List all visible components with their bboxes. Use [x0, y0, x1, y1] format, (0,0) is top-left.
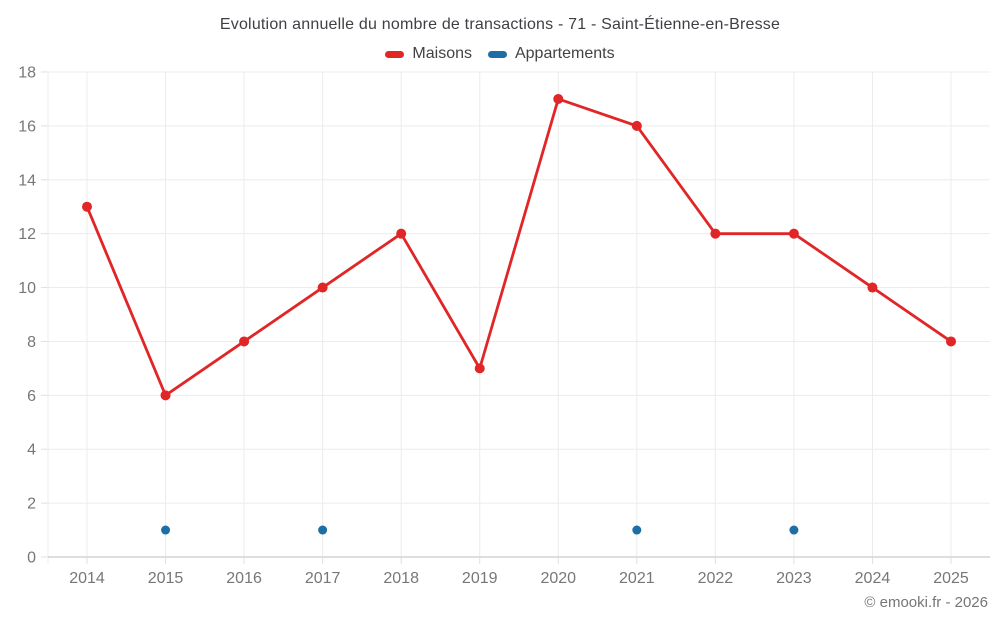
y-axis-label: 16 — [18, 118, 36, 135]
y-axis-label: 14 — [18, 172, 36, 189]
y-axis-label: 2 — [27, 496, 36, 513]
y-axis-label: 4 — [27, 442, 36, 459]
chart-title: Evolution annuelle du nombre de transact… — [219, 16, 781, 33]
maisons-point[interactable] — [867, 282, 878, 293]
appartements-point[interactable] — [318, 525, 328, 535]
maisons-point[interactable] — [553, 93, 564, 104]
maisons-point[interactable] — [788, 228, 799, 239]
appartements-point[interactable] — [161, 525, 171, 535]
legend-item-maisons: Maisons — [385, 45, 472, 63]
x-axis-label: 2019 — [462, 570, 498, 587]
y-axis-label: 12 — [18, 226, 36, 243]
x-axis-label: 2025 — [933, 570, 969, 587]
y-axis-label: 8 — [27, 334, 36, 351]
x-axis-label: 2020 — [540, 570, 576, 587]
x-axis-label: 2022 — [698, 570, 734, 587]
y-axis-label: 18 — [18, 65, 36, 82]
maisons-line — [85, 97, 953, 397]
legend-label-appartements: Appartements — [514, 45, 615, 62]
x-axis-label: 2015 — [148, 570, 184, 587]
maisons-point[interactable] — [710, 228, 721, 239]
x-axis-label: 2017 — [305, 570, 341, 587]
maisons-point[interactable] — [317, 282, 328, 293]
y-axis-label: 6 — [27, 388, 36, 405]
maisons-point[interactable] — [396, 228, 407, 239]
legend-label-maisons: Maisons — [412, 45, 472, 62]
x-axis-label: 2016 — [226, 570, 262, 587]
legend: Maisons Appartements — [0, 45, 1000, 63]
maisons-point[interactable] — [946, 336, 956, 347]
x-axis-label: 2023 — [776, 570, 812, 587]
y-axis-label: 10 — [18, 280, 36, 297]
x-axis-label: 2024 — [855, 570, 891, 587]
x-axis-label: 2021 — [619, 570, 655, 587]
x-axis-label: 2018 — [383, 570, 419, 587]
maisons-point[interactable] — [239, 336, 250, 347]
maisons-point[interactable] — [474, 363, 485, 374]
copyright-text: © emooki.fr - 2026 — [864, 594, 988, 611]
appartements-point[interactable] — [632, 525, 642, 535]
maisons-swatch — [385, 50, 405, 58]
legend-item-appartements: Appartements — [487, 45, 615, 63]
maisons-point[interactable] — [82, 201, 92, 212]
appartements-swatch — [487, 50, 507, 58]
x-axis-label: 2014 — [69, 570, 105, 587]
maisons-point[interactable] — [160, 390, 171, 401]
y-axis-label: 0 — [27, 550, 36, 567]
appartements-point[interactable] — [789, 525, 799, 535]
maisons-point[interactable] — [631, 120, 642, 131]
